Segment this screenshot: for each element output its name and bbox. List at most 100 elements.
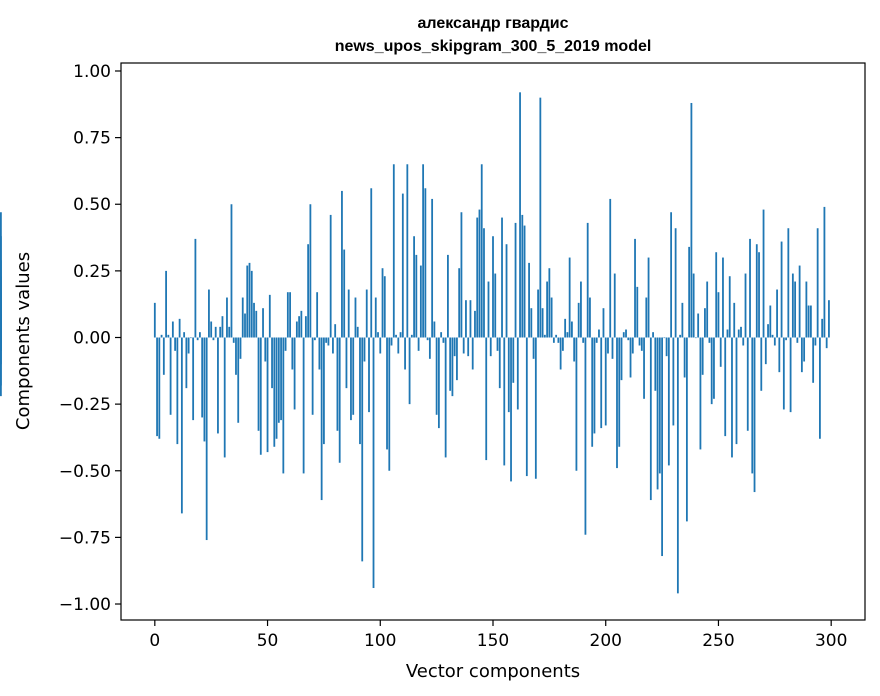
bar-279 — [782, 337, 785, 410]
bar-284 — [794, 281, 797, 338]
bar-83 — [341, 190, 343, 338]
bar-297 — [823, 206, 826, 338]
bar-25 — [210, 321, 213, 338]
bar-22 — [203, 337, 206, 442]
bar-38 — [239, 337, 242, 359]
bar-204 — [613, 273, 616, 338]
bar-244 — [704, 308, 706, 338]
bar-296 — [821, 318, 824, 338]
bar-255 — [728, 276, 731, 338]
bar-167 — [530, 308, 533, 338]
bar-77 — [327, 337, 330, 346]
bar-298 — [825, 337, 828, 349]
bar-277 — [778, 337, 781, 373]
bar-180 — [559, 337, 562, 370]
bar-13 — [183, 332, 186, 338]
bar-36 — [235, 337, 237, 375]
bar-160 — [514, 222, 517, 338]
y-tick-label-7: −0.75 — [59, 528, 111, 548]
bar-291 — [809, 305, 812, 338]
bar-299 — [828, 300, 830, 338]
bar-197 — [598, 329, 600, 338]
bar-135 — [458, 268, 461, 338]
bar-278 — [780, 241, 783, 338]
bar-39 — [241, 297, 244, 338]
bar-19 — [196, 337, 199, 341]
bar-80 — [334, 324, 337, 338]
bar-221 — [652, 332, 654, 338]
bar-67 — [304, 316, 307, 338]
bar-154 — [501, 217, 503, 338]
bar-239 — [692, 273, 695, 338]
chart-title-line1: александр гвардис — [417, 15, 568, 32]
bar-289 — [805, 281, 808, 338]
y-axis-ticks: 1.00 0.75 0.50 0.25 0.00 −0.25 −0.50 −0.75 −1.00 — [59, 62, 121, 615]
bar-238 — [690, 102, 693, 338]
x-tick-label-300: 300 — [815, 631, 847, 651]
bar-142 — [474, 310, 476, 338]
x-tick-label-100: 100 — [364, 631, 396, 651]
bar-41 — [246, 265, 249, 338]
bar-274 — [771, 334, 774, 338]
bar-111 — [404, 337, 406, 370]
bar-53 — [273, 337, 276, 447]
bar-246 — [708, 337, 711, 343]
bars-group — [0, 92, 830, 594]
bar-192 — [586, 222, 589, 338]
bar-115 — [413, 236, 415, 338]
bar-91 — [359, 337, 361, 445]
bar-243 — [701, 337, 704, 375]
bar-17 — [192, 337, 195, 421]
bar-179 — [557, 337, 560, 343]
y-axis-label: Components values — [13, 252, 34, 430]
y-tick-label-6: −0.50 — [59, 462, 111, 482]
bar-47 — [259, 337, 262, 455]
bar-227 — [665, 337, 668, 357]
x-tick-label-250: 250 — [702, 631, 734, 651]
bar-156 — [505, 244, 508, 338]
bar-16 — [189, 337, 192, 339]
bar-250 — [717, 292, 720, 338]
bar-287 — [800, 337, 803, 373]
bar-267 — [755, 244, 758, 338]
bar-188 — [577, 302, 580, 338]
bar-138 — [465, 300, 467, 338]
bar-87 — [350, 337, 352, 421]
bar-232 — [676, 337, 679, 594]
bar-40 — [244, 313, 246, 338]
bar-29 — [219, 326, 222, 338]
bar-14 — [185, 337, 188, 389]
bar-48 — [262, 308, 264, 338]
y-tick-label-8: −1.00 — [59, 595, 111, 615]
bar-276 — [776, 289, 778, 338]
bar-270 — [762, 209, 765, 338]
bar-187 — [575, 337, 578, 471]
bar-143 — [476, 217, 479, 338]
bar-295 — [819, 337, 821, 439]
bar-6 — [167, 334, 170, 338]
bar-223 — [656, 337, 659, 490]
bar-128 — [442, 337, 445, 343]
bar-281 — [787, 228, 790, 338]
bar-185 — [571, 321, 573, 338]
bar-123 — [431, 198, 434, 338]
x-axis-ticks: 0 50 100 150 200 250 300 — [149, 620, 847, 651]
bar-21 — [201, 337, 204, 418]
bar-233 — [679, 334, 682, 338]
bar-260 — [740, 326, 742, 338]
bar-222 — [654, 337, 657, 391]
bar-253 — [724, 337, 727, 437]
bar-44 — [253, 302, 255, 338]
bar-236 — [685, 337, 688, 522]
bar-219 — [647, 257, 650, 338]
bar-235 — [683, 337, 686, 378]
bar-286 — [798, 265, 801, 338]
bar-78 — [329, 214, 332, 338]
plot-frame — [120, 62, 866, 621]
bar-151 — [494, 273, 497, 338]
x-tick-label-0: 0 — [149, 631, 160, 651]
bar-56 — [280, 337, 282, 421]
bar-191 — [584, 337, 587, 535]
